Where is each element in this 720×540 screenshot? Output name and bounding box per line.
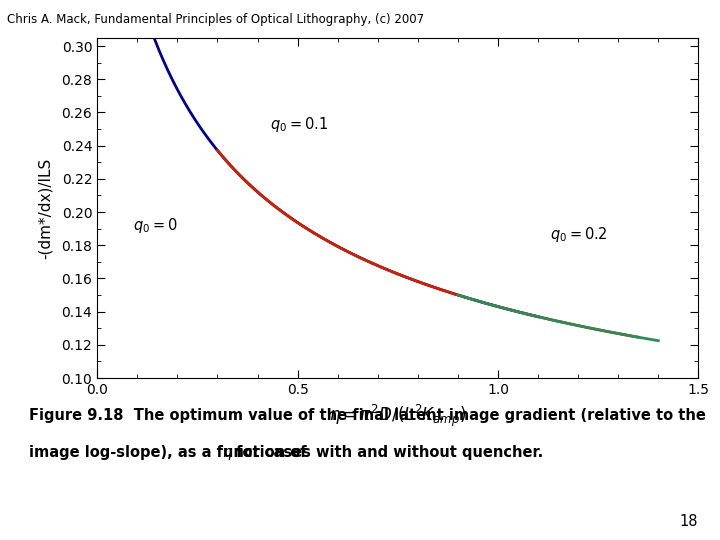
Text: Figure 9.18  The optimum value of the final latent image gradient (relative to t: Figure 9.18 The optimum value of the fin… bbox=[29, 408, 706, 423]
Text: 18: 18 bbox=[680, 514, 698, 529]
Text: $q_0 = 0.2$: $q_0 = 0.2$ bbox=[550, 225, 608, 244]
Text: for cases with and without quencher.: for cases with and without quencher. bbox=[231, 446, 544, 461]
Text: $\eta$: $\eta$ bbox=[222, 446, 233, 462]
Text: $q_0 = 0.1$: $q_0 = 0.1$ bbox=[269, 115, 328, 134]
Text: Chris A. Mack, Fundamental Principles of Optical Lithography, (c) 2007: Chris A. Mack, Fundamental Principles of… bbox=[7, 14, 424, 26]
Text: image log-slope), as a function of: image log-slope), as a function of bbox=[29, 446, 312, 461]
X-axis label: $\eta = \pi^2 D/(L^2 K_{amp})$: $\eta = \pi^2 D/(L^2 K_{amp})$ bbox=[329, 402, 467, 429]
Text: $q_0 = 0$: $q_0 = 0$ bbox=[133, 217, 178, 235]
Y-axis label: -(dm*/dx)/ILS: -(dm*/dx)/ILS bbox=[38, 157, 53, 259]
